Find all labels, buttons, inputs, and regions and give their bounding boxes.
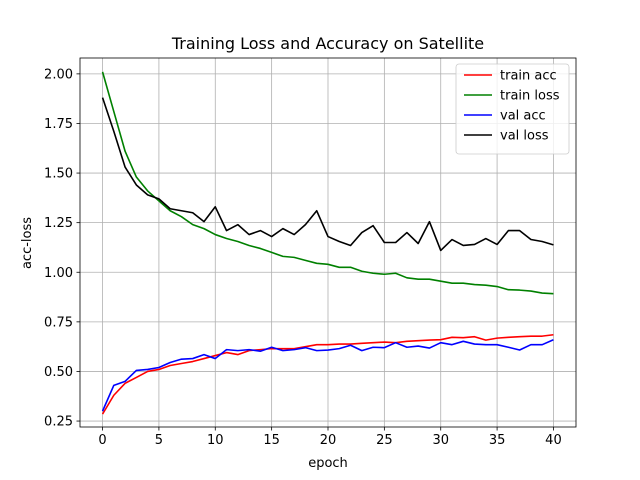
y-tick-label: 0.25 [44,415,73,430]
x-tick-label: 40 [545,433,562,448]
legend: train acc train loss val acc val loss [455,63,570,155]
legend-label: val loss [500,129,549,144]
legend-label: train acc [500,69,557,84]
legend-label: train loss [500,89,560,104]
x-tick-label: 30 [432,433,449,448]
x-tick-label: 10 [207,433,224,448]
y-tick-label: 1.00 [44,266,73,281]
y-tick-label: 1.75 [44,117,73,132]
x-tick-label: 15 [263,433,280,448]
y-tick-label: 0.50 [44,365,73,380]
series-line-train-acc [101,333,554,415]
x-tick-label: 5 [155,433,163,448]
y-tick-label: 0.75 [44,315,73,330]
series-layer [101,71,554,415]
series-line-val-loss [101,97,554,252]
chart-title: Training Loss and Accuracy on Satellite [171,34,484,53]
legend-box [455,63,570,155]
y-tick-label: 1.25 [44,216,73,231]
x-tick-label: 35 [489,433,506,448]
plot-frame [79,57,577,428]
x-tick-label: 0 [98,433,106,448]
x-tick-label: 25 [376,433,393,448]
series-line-train-loss [101,71,554,295]
x-tick-label: 20 [320,433,337,448]
y-axis-label: acc-loss [20,217,35,269]
legend-label: val acc [500,109,546,124]
y-tick-label: 1.50 [44,167,73,182]
x-axis-label: epoch [308,456,348,471]
series-line-val-acc [101,338,554,412]
y-tick-label: 2.00 [44,67,73,82]
axes-layer: 0 5 10 15 20 25 30 35 40 0.25 0.50 0.75 1.00 1.25 1.50… [44,57,577,448]
